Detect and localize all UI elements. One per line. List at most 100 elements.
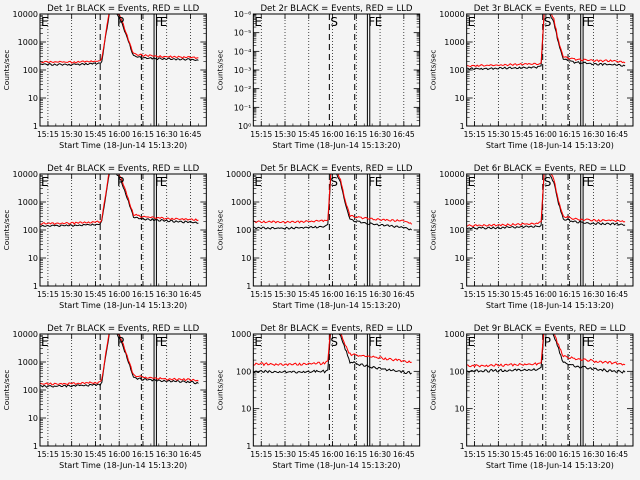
y-tick-label: 10000 [13, 170, 38, 179]
plot-frame [466, 173, 634, 287]
x-axis-label: Start Time (18-Jun-14 15:13:20) [486, 461, 614, 470]
events-series-line [466, 174, 626, 230]
y-axis-label: Counts/sec [2, 210, 11, 251]
y-tick-label: 100 [23, 66, 38, 75]
plot-frame [252, 173, 421, 287]
y-tick-label: 100 [449, 367, 464, 376]
x-tick-label: 16:00 [322, 130, 344, 139]
plot-frame [252, 333, 421, 447]
chart-title: Det 3r BLACK = Events, RED = LLD [474, 4, 626, 14]
x-tick-label: 15:15 [464, 450, 486, 459]
x-axis-label: Start Time (18-Jun-14 15:13:20) [59, 141, 187, 150]
event-marker-label: E [254, 175, 262, 189]
x-axis-label: Start Time (18-Jun-14 15:13:20) [486, 301, 614, 310]
x-tick-label: 15:45 [84, 130, 106, 139]
x-tick-label: 15:30 [61, 130, 83, 139]
x-axis-label: Start Time (18-Jun-14 15:13:20) [59, 301, 187, 310]
x-tick-label: 16:30 [582, 450, 604, 459]
x-tick-label: 16:00 [535, 130, 557, 139]
x-tick-label: 16:45 [180, 450, 202, 459]
event-marker-label: E [160, 15, 168, 29]
lld-series-line [40, 334, 199, 386]
x-tick-label: 15:15 [37, 450, 59, 459]
y-axis-label: Counts/sec [215, 210, 224, 251]
x-tick-label: 15:45 [511, 290, 533, 299]
y-tick-label: 1000 [18, 358, 38, 367]
y-tick-label: 10⁻⁴ [234, 47, 252, 56]
y-tick-label: 1 [460, 122, 465, 131]
x-tick-label: 15:15 [37, 290, 59, 299]
y-tick-label: 1 [460, 442, 465, 451]
y-tick-label: 10000 [13, 10, 38, 19]
y-tick-label: 10000 [439, 10, 464, 19]
y-tick-label: 10 [241, 405, 251, 414]
x-tick-label: 16:00 [535, 290, 557, 299]
event-marker-label: F [155, 175, 162, 189]
x-tick-label: 15:45 [298, 450, 320, 459]
x-tick-label: 15:15 [464, 130, 486, 139]
event-marker-label: E [468, 335, 476, 349]
x-tick-label: 15:15 [464, 290, 486, 299]
y-tick-label: 1000 [231, 330, 251, 339]
x-tick-label: 16:00 [322, 450, 344, 459]
y-tick-label: 10 [28, 414, 38, 423]
x-tick-label: 16:15 [345, 450, 367, 459]
y-tick-label: 10⁻³ [234, 66, 252, 75]
x-tick-label: 16:30 [582, 130, 604, 139]
event-marker-label: S [330, 175, 338, 189]
y-tick-label: 100 [23, 226, 38, 235]
events-series-line [466, 334, 626, 374]
x-axis-label: Start Time (18-Jun-14 15:13:20) [59, 461, 187, 470]
x-tick-label: 15:15 [250, 290, 272, 299]
x-tick-label: 16:45 [393, 450, 415, 459]
events-series-line [253, 334, 412, 375]
event-marker-label: E [375, 335, 383, 349]
x-tick-label: 16:30 [156, 290, 178, 299]
x-tick-label: 16:45 [393, 290, 415, 299]
event-marker-label: E [586, 15, 594, 29]
y-tick-label: 10 [28, 94, 38, 103]
x-tick-label: 15:30 [274, 290, 296, 299]
x-tick-label: 15:45 [84, 290, 106, 299]
event-marker-label: F [582, 175, 589, 189]
x-tick-label: 16:45 [606, 450, 628, 459]
x-tick-label: 16:30 [369, 450, 391, 459]
x-tick-label: 16:15 [559, 450, 581, 459]
x-tick-label: 16:30 [156, 450, 178, 459]
x-tick-label: 16:15 [559, 130, 581, 139]
x-tick-label: 15:30 [61, 450, 83, 459]
y-tick-label: 1000 [18, 198, 38, 207]
event-marker-label: E [254, 335, 262, 349]
y-tick-label: 1000 [18, 38, 38, 47]
x-tick-label: 15:30 [274, 130, 296, 139]
x-tick-label: 16:45 [393, 130, 415, 139]
chart-title: Det 6r BLACK = Events, RED = LLD [474, 164, 626, 174]
events-series-line [40, 14, 199, 66]
x-tick-label: 16:45 [180, 130, 202, 139]
x-axis-label: Start Time (18-Jun-14 15:13:20) [486, 141, 614, 150]
event-marker-label: E [160, 335, 168, 349]
y-tick-label: 10⁻⁵ [234, 29, 252, 38]
y-tick-label: 1000 [444, 38, 464, 47]
y-tick-label: 10000 [439, 170, 464, 179]
x-tick-label: 15:45 [84, 450, 106, 459]
lld-series-line [253, 174, 413, 225]
events-series-line [253, 174, 413, 231]
lld-series-line [466, 14, 626, 68]
event-marker-label: S [330, 335, 338, 349]
event-marker-label: F [582, 15, 589, 29]
y-axis-label: Counts/sec [429, 370, 438, 411]
event-marker-label: F [582, 335, 589, 349]
y-tick-label: 10⁰ [238, 122, 251, 131]
x-tick-label: 15:15 [250, 450, 272, 459]
events-series-line [466, 14, 626, 71]
y-tick-label: 10 [454, 254, 464, 263]
y-tick-label: 10000 [226, 170, 251, 179]
x-tick-label: 16:15 [132, 290, 154, 299]
x-tick-label: 16:00 [108, 130, 130, 139]
x-tick-label: 15:45 [298, 290, 320, 299]
y-tick-label: 1 [246, 282, 251, 291]
event-marker-label: E [41, 175, 49, 189]
